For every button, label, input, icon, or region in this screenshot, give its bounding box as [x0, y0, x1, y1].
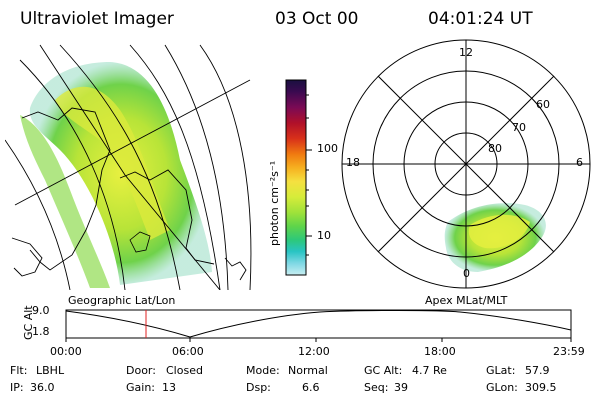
grid-longitude — [14, 79, 251, 206]
mlt-label-6: 6 — [576, 156, 583, 169]
info-seq-label: Seq: — [364, 381, 389, 394]
colorbar-tick-10: 10 — [317, 229, 331, 242]
timeline-xtick: 12:00 — [298, 345, 330, 358]
info-dsp-label: Dsp: — [246, 381, 271, 394]
timeline-xtick: 23:59 — [553, 345, 585, 358]
map-horizon — [199, 44, 252, 291]
time-label: 04:01:24 UT — [428, 9, 533, 29]
info-gain-value: 13 — [162, 381, 176, 394]
info-glon-value: 309.5 — [525, 381, 557, 394]
timeline-frame — [65, 309, 572, 339]
info-gcalt-value: 4.7 Re — [412, 364, 447, 377]
aurora-core-left — [55, 86, 170, 240]
info-mode-value: Normal — [288, 364, 328, 377]
app-title: Ultraviolet Imager — [20, 9, 174, 29]
grid-latitude — [59, 44, 181, 290]
colorbar-gradient — [285, 79, 307, 276]
geographic-map — [5, 44, 251, 290]
altitude-curve — [65, 310, 572, 338]
right-panel-caption: Apex MLat/MLT — [425, 294, 508, 307]
info-flt-label: Flt: — [10, 364, 28, 377]
info-ip-value: 36.0 — [30, 381, 55, 394]
info-gcalt-label: GC Alt: — [364, 364, 403, 377]
mlt-label-0: 0 — [463, 267, 470, 280]
mlt-label-18: 18 — [346, 156, 360, 169]
timeline-xtick: 06:00 — [172, 345, 204, 358]
info-ip-label: IP: — [10, 381, 24, 394]
info-door-label: Door: — [126, 364, 156, 377]
info-door-value: Closed — [166, 364, 203, 377]
colorbar — [285, 79, 312, 276]
orbit-timeline — [65, 309, 572, 342]
info-gain-label: Gain: — [126, 381, 155, 394]
mlat-label-70: 70 — [512, 121, 526, 134]
colorbar-tick-100: 100 — [317, 142, 338, 155]
mlt-label-12: 12 — [459, 46, 473, 59]
info-seq-value: 39 — [394, 381, 408, 394]
date-label: 03 Oct 00 — [275, 9, 359, 29]
info-mode-label: Mode: — [246, 364, 280, 377]
timeline-xtick: 00:00 — [50, 345, 82, 358]
info-flt-value: LBHL — [36, 364, 65, 377]
polar-plot — [341, 39, 591, 289]
coastline — [21, 107, 111, 271]
timeline-xtick: 18:00 — [424, 345, 456, 358]
info-glat-label: GLat: — [486, 364, 516, 377]
timeline-ytick-min: 1.8 — [32, 325, 50, 338]
aurora-edge-left — [20, 115, 110, 288]
left-panel-caption: Geographic Lat/Lon — [68, 294, 176, 307]
colorbar-label: photon cm⁻²s⁻¹ — [268, 160, 281, 246]
info-glon-label: GLon: — [486, 381, 518, 394]
info-dsp-value: 6.6 — [302, 381, 320, 394]
timeline-ytick-max: 9.0 — [32, 304, 50, 317]
mlat-label-60: 60 — [536, 98, 550, 111]
info-glat-value: 57.9 — [525, 364, 550, 377]
mlat-label-80: 80 — [488, 142, 502, 155]
